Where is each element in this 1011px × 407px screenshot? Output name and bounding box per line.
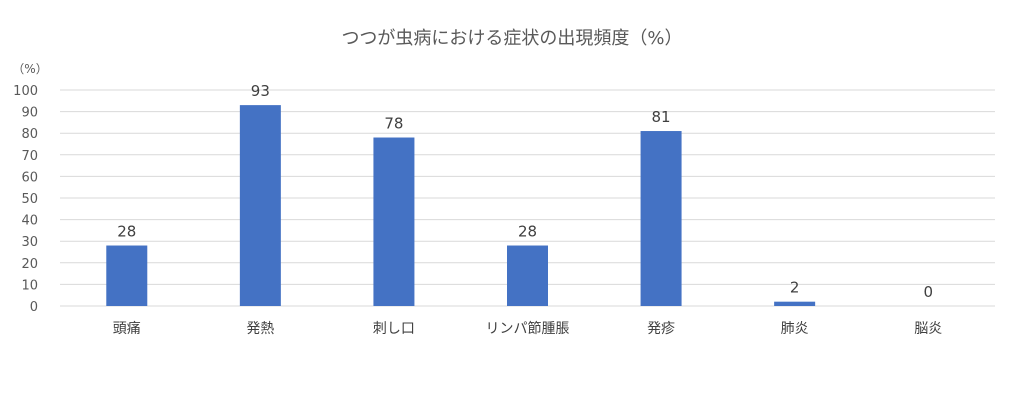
y-tick-label: 90 [21, 106, 38, 121]
data-label: 28 [518, 223, 537, 241]
gridlines [60, 89, 995, 307]
bar [239, 105, 281, 307]
bars [106, 105, 816, 307]
y-tick-label: 0 [30, 300, 38, 315]
y-axis-unit-label: （%） [12, 62, 47, 76]
data-label: 2 [790, 279, 800, 297]
bar [373, 137, 415, 306]
data-label: 81 [652, 108, 671, 126]
bar [640, 131, 682, 306]
category-label: 肺炎 [781, 321, 809, 337]
category-label: 発熱 [246, 321, 274, 337]
y-tick-label: 20 [21, 257, 38, 272]
y-tick-label: 50 [21, 192, 38, 207]
data-labels: 28 93 78 28 81 2 0 [117, 82, 933, 301]
data-label: 78 [384, 115, 403, 133]
category-label: 刺し口 [373, 321, 415, 337]
bar [106, 245, 148, 306]
chart-title: つつが虫病における症状の出現頻度（%） [341, 28, 682, 49]
y-axis-ticks: 0 10 20 30 40 50 60 70 80 90 100 [13, 84, 38, 315]
y-tick-label: 80 [21, 127, 38, 142]
data-label: 93 [251, 82, 270, 100]
y-tick-label: 10 [21, 278, 38, 293]
bar [507, 245, 548, 306]
y-tick-label: 30 [21, 235, 38, 250]
category-label: 頭痛 [113, 320, 141, 337]
y-tick-label: 70 [21, 149, 38, 164]
y-tick-label: 100 [13, 84, 38, 99]
bar [774, 301, 816, 306]
y-tick-label: 40 [21, 214, 38, 229]
data-label: 0 [923, 283, 933, 301]
category-label: 発疹 [647, 321, 675, 337]
y-tick-label: 60 [21, 170, 38, 185]
category-label: リンパ節腫脹 [486, 320, 570, 337]
category-label: 脳炎 [914, 321, 942, 337]
data-label: 28 [117, 223, 136, 241]
x-axis-categories: 頭痛 発熱 刺し口 リンパ節腫脹 発疹 肺炎 脳炎 [113, 320, 942, 337]
